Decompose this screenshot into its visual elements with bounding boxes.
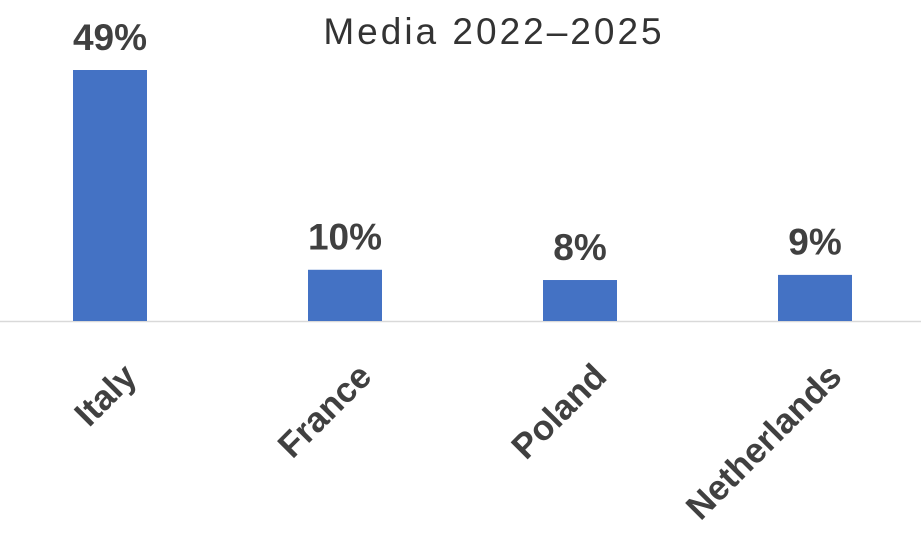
- value-label: 9%: [788, 222, 841, 263]
- chart-title: Media 2022–2025: [323, 11, 664, 52]
- bar: [778, 274, 852, 321]
- x-tick-label: Netherlands: [679, 357, 850, 528]
- value-label: 49%: [73, 17, 147, 58]
- bar: [308, 269, 382, 321]
- bar: [543, 280, 617, 321]
- value-label: 10%: [308, 217, 382, 258]
- value-label: 8%: [553, 227, 606, 268]
- x-tick-label: France: [270, 357, 379, 466]
- bar: [73, 70, 147, 321]
- x-tick-label: Italy: [67, 356, 144, 433]
- x-tick-label: Poland: [504, 357, 614, 467]
